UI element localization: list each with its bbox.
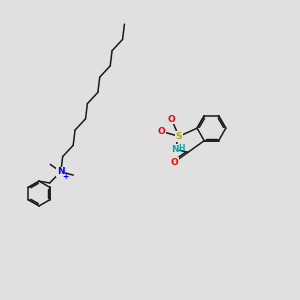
Text: +: + bbox=[63, 172, 69, 181]
Text: O: O bbox=[157, 127, 165, 136]
Text: S: S bbox=[176, 132, 182, 141]
Text: O: O bbox=[168, 115, 176, 124]
Text: H: H bbox=[178, 144, 185, 153]
Text: O: O bbox=[170, 158, 178, 166]
Text: N: N bbox=[57, 167, 64, 176]
Text: N: N bbox=[171, 145, 179, 154]
